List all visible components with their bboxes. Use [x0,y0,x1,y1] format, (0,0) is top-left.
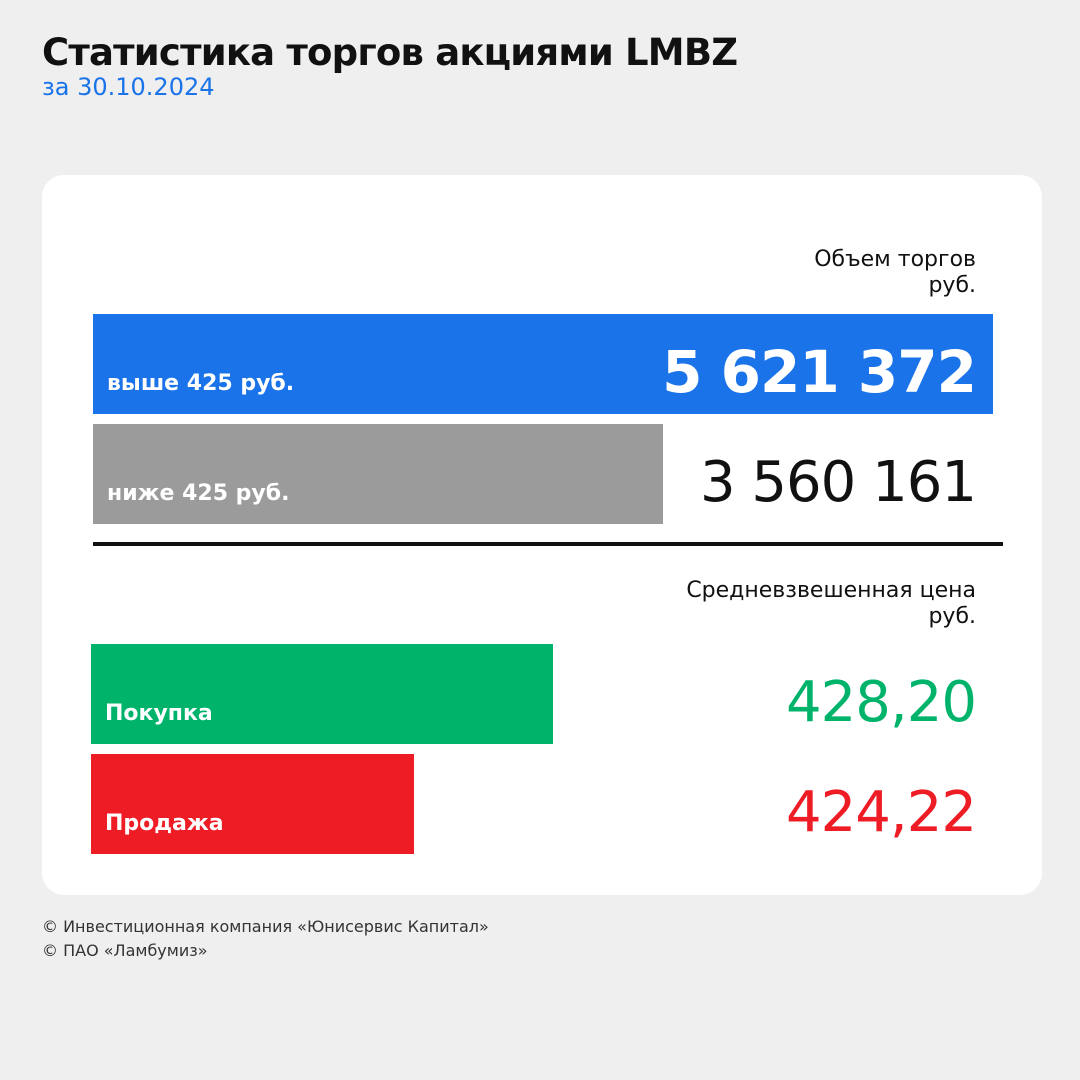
volume-section-heading: Объем торгов руб. [814,247,976,299]
price-heading: Средневзвешенная цена [686,578,976,603]
page-date: за 30.10.2024 [42,73,215,101]
volume-bar-below-label: ниже 425 руб. [107,481,290,506]
footer-copyright-2: © ПАО «Ламбумиз» [42,941,208,960]
footer-copyright-1: © Инвестиционная компания «Юнисервис Кап… [42,917,489,936]
volume-heading: Объем торгов [814,247,976,272]
volume-bar-below: ниже 425 руб. [93,424,663,524]
volume-bar-above: выше 425 руб. [93,314,993,414]
section-divider [93,542,1003,546]
volume-bar-above-label: выше 425 руб. [107,371,295,396]
volume-unit: руб. [928,273,976,298]
volume-bar-above-value: 5 621 372 [662,338,977,406]
price-section-heading: Средневзвешенная цена руб. [686,578,976,630]
page-title: Статистика торгов акциями LMBZ [42,31,738,74]
price-unit: руб. [928,604,976,629]
price-bar-buy: Покупка [91,644,553,744]
stats-card: Объем торгов руб. выше 425 руб. 5 621 37… [42,175,1042,895]
price-bar-sell: Продажа [91,754,414,854]
price-bar-buy-label: Покупка [105,701,213,726]
volume-bar-below-value: 3 560 161 [699,450,977,515]
price-bar-sell-value: 424,22 [786,780,977,845]
price-bar-buy-value: 428,20 [786,670,977,735]
price-bar-sell-label: Продажа [105,811,224,836]
